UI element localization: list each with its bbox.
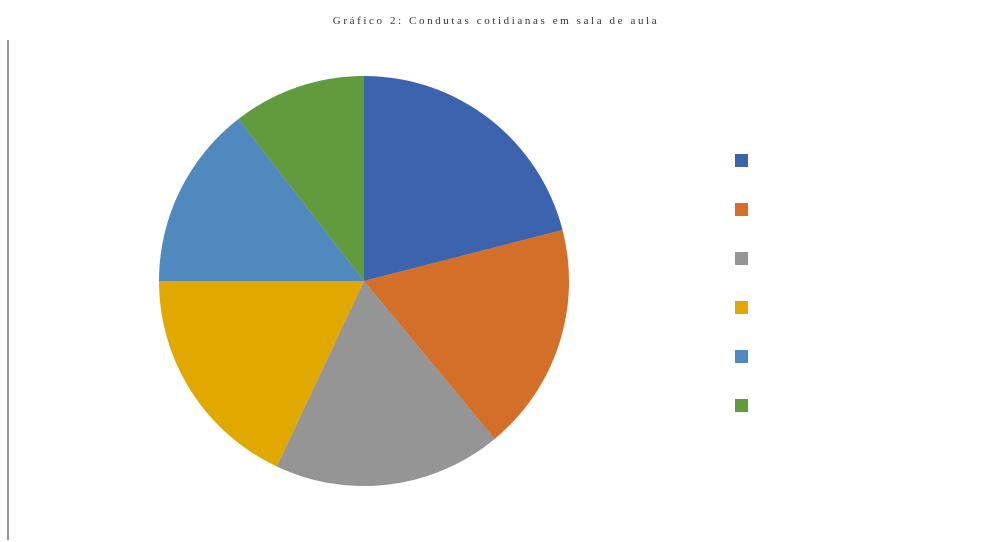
- legend-swatch: [735, 203, 748, 216]
- pie-slice: [276, 281, 495, 486]
- pie-slice: [364, 230, 569, 439]
- legend-swatch: [735, 350, 748, 363]
- legend-swatch: [735, 399, 748, 412]
- legend-swatch: [735, 252, 748, 265]
- pie-slice: [238, 76, 364, 281]
- pie-slice: [159, 281, 364, 467]
- legend-swatch: [735, 154, 748, 167]
- legend-swatch: [735, 301, 748, 314]
- pie-slice: [364, 76, 563, 281]
- pie-slice: [159, 119, 364, 281]
- chart-title: Gráfico 2: Condutas cotidianas em sala d…: [333, 15, 659, 27]
